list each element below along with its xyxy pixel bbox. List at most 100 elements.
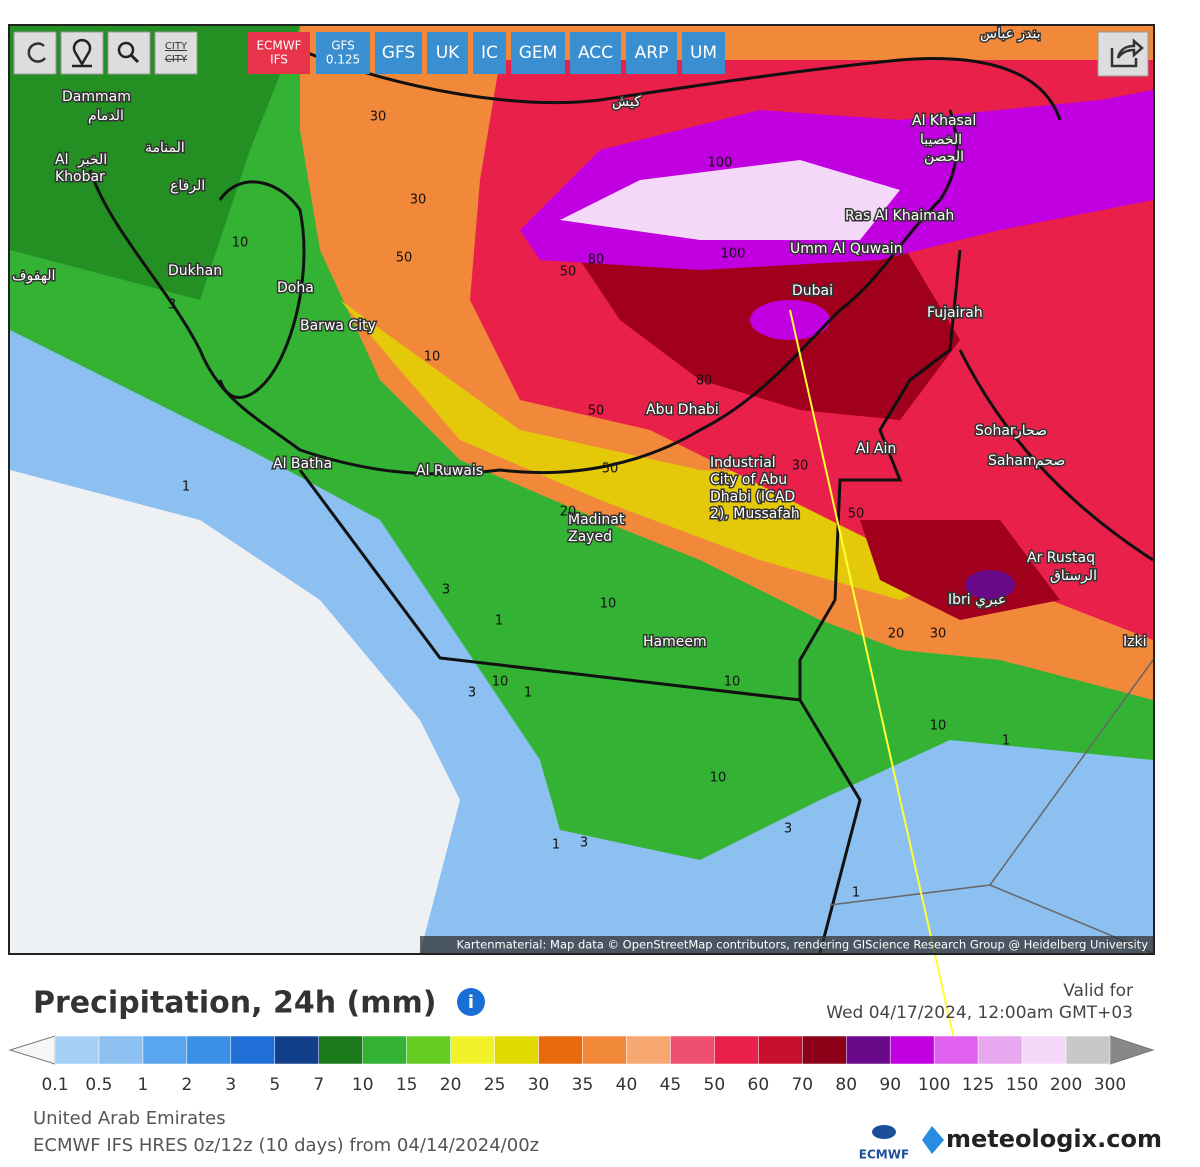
contour-label: 1 xyxy=(495,614,503,629)
color-swatch xyxy=(1065,1035,1111,1065)
model-button[interactable] xyxy=(427,32,468,74)
color-swatch xyxy=(186,1035,232,1065)
city-label: Industrial xyxy=(710,455,776,471)
color-tick-label: 100 xyxy=(918,1075,950,1095)
color-tick-label: 60 xyxy=(748,1075,770,1095)
color-swatch xyxy=(582,1035,627,1065)
contour-label: 3 xyxy=(168,298,176,313)
color-swatch xyxy=(670,1035,715,1065)
model-label: ARP xyxy=(635,43,669,63)
city-button[interactable] xyxy=(154,31,198,75)
contour-label: 20 xyxy=(888,627,905,642)
city-label: بندر عباس xyxy=(980,26,1041,42)
model-button[interactable] xyxy=(511,32,565,74)
city-label: Barwa City xyxy=(300,318,376,334)
zoom-button[interactable] xyxy=(107,31,151,75)
model-label: GEM xyxy=(519,43,558,63)
contour-label: 10 xyxy=(600,597,617,612)
color-swatch xyxy=(933,1035,979,1065)
contour-label: 30 xyxy=(410,193,427,208)
contour-label: 10 xyxy=(232,236,249,251)
city-label: Umm Al Quwain xyxy=(790,241,903,257)
color-tick-label: 25 xyxy=(484,1075,506,1095)
city-label: Al xyxy=(55,152,68,168)
refresh-button[interactable] xyxy=(13,31,57,75)
model-label: IC xyxy=(481,43,498,63)
city-label: الخصيبا xyxy=(920,132,962,148)
model-button[interactable] xyxy=(248,32,310,74)
model-label: ACC xyxy=(578,43,613,63)
color-swatch xyxy=(889,1035,935,1065)
color-tick-label: 7 xyxy=(313,1075,324,1095)
valid-label: Valid for xyxy=(1063,981,1133,1001)
contour-label: 3 xyxy=(468,686,476,701)
model-label: UK xyxy=(436,43,460,63)
city-label: Al Ruwais xyxy=(416,463,483,479)
color-tick-label: 15 xyxy=(396,1075,418,1095)
model-button[interactable] xyxy=(375,32,422,74)
contour-label: 10 xyxy=(492,675,509,690)
city-label: صحار xyxy=(1014,423,1047,439)
color-tick-label: 45 xyxy=(660,1075,682,1095)
color-tick-label: 0.1 xyxy=(41,1075,68,1095)
city-label: City of Abu xyxy=(710,472,787,488)
city-label: Dubai xyxy=(792,283,833,299)
model-button[interactable] xyxy=(473,32,506,74)
svg-text:i: i xyxy=(468,992,474,1013)
city-label: CITY xyxy=(165,41,188,52)
color-tick-label: 50 xyxy=(704,1075,726,1095)
color-tick-label: 20 xyxy=(440,1075,462,1095)
model-button[interactable] xyxy=(626,32,677,74)
model-button[interactable] xyxy=(682,32,725,74)
legend-title: Precipitation, 24h (mm) xyxy=(33,986,436,1021)
city-label: الخبر xyxy=(77,152,107,168)
color-swatch xyxy=(406,1035,451,1065)
city-label: Ar Rustaq xyxy=(1027,550,1095,566)
contour-label: 100 xyxy=(708,156,733,171)
city-label: Sohar xyxy=(975,423,1016,439)
region: United Arab Emirates xyxy=(33,1108,226,1129)
city-label: الهفوف xyxy=(12,268,55,284)
color-tick-label: 80 xyxy=(835,1075,857,1095)
color-tick-label: 300 xyxy=(1094,1075,1126,1095)
toolbar: CITY CITY xyxy=(13,31,1149,77)
contour-label: 3 xyxy=(580,836,588,851)
color-tick-label: 30 xyxy=(528,1075,550,1095)
contour-label: 50 xyxy=(588,404,605,419)
location-button[interactable] xyxy=(60,31,104,75)
contour-label: 50 xyxy=(560,265,577,280)
contour-label: 3 xyxy=(784,822,792,837)
color-tick-label: 35 xyxy=(572,1075,594,1095)
contour-label: 1 xyxy=(852,886,860,901)
city-label: Zayed xyxy=(568,529,612,545)
color-tick-label: 200 xyxy=(1050,1075,1082,1095)
color-tick-label: 5 xyxy=(269,1075,280,1095)
city-label: الرفاع xyxy=(170,178,205,194)
contour-label: 30 xyxy=(370,110,387,125)
color-tick-label: 70 xyxy=(791,1075,813,1095)
color-swatch xyxy=(626,1035,671,1065)
city-label: Fujairah xyxy=(927,305,983,321)
color-swatch xyxy=(758,1035,803,1065)
city-label: Ras Al Khaimah xyxy=(845,208,954,224)
model-label: 0.125 xyxy=(326,53,360,67)
city-label: الدمام xyxy=(88,108,124,124)
color-swatch xyxy=(142,1035,188,1065)
contour-label: 1 xyxy=(182,480,190,495)
model-button[interactable] xyxy=(316,32,370,74)
info-button[interactable] xyxy=(457,988,485,1016)
color-swatch xyxy=(274,1035,319,1065)
city-label: Dammam xyxy=(62,89,131,105)
city-label: Al Ain xyxy=(856,441,896,457)
model-run: ECMWF IFS HRES 0z/12z (10 days) from 04/… xyxy=(33,1135,539,1156)
color-swatch xyxy=(714,1035,759,1065)
model-button[interactable] xyxy=(570,32,621,74)
color-tick-label: 150 xyxy=(1006,1075,1038,1095)
model-label: ECMWF xyxy=(256,39,301,53)
contour-label: 100 xyxy=(721,247,746,262)
contour-label: 3 xyxy=(442,583,450,598)
city-label: كيش xyxy=(612,94,641,110)
